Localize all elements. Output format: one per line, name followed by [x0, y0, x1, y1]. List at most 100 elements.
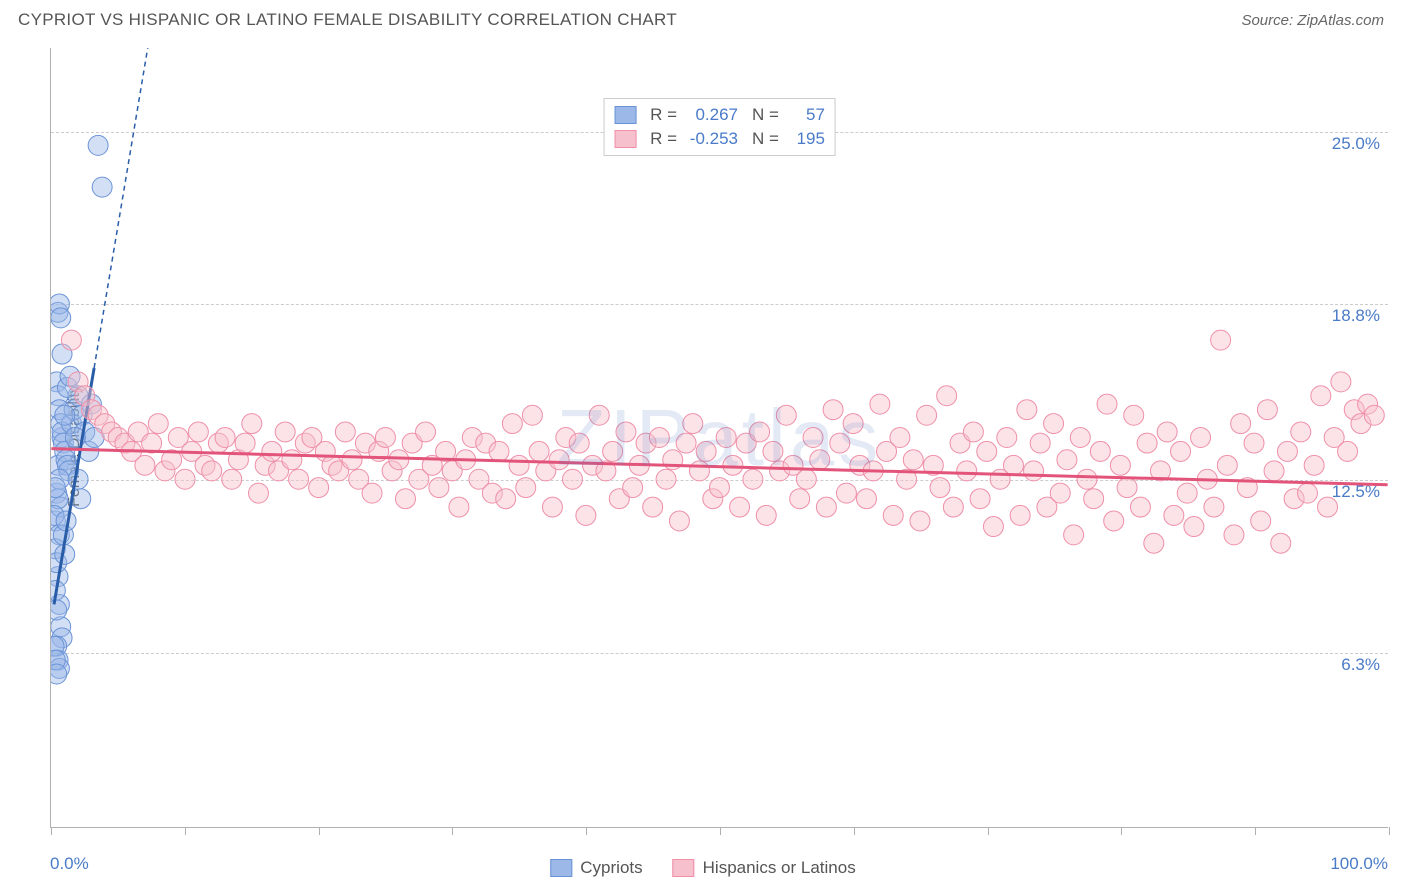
- data-point: [1338, 441, 1358, 461]
- data-point: [970, 489, 990, 509]
- data-point: [1077, 469, 1097, 489]
- chart-header: CYPRIOT VS HISPANIC OR LATINO FEMALE DIS…: [0, 0, 1406, 34]
- data-point: [1204, 497, 1224, 517]
- data-point: [1064, 525, 1084, 545]
- data-point: [1364, 405, 1384, 425]
- data-point: [175, 469, 195, 489]
- data-point: [1057, 450, 1077, 470]
- data-point: [1297, 483, 1317, 503]
- data-point: [669, 511, 689, 531]
- data-point: [1144, 533, 1164, 553]
- trend-line-extension: [94, 48, 185, 368]
- correlation-legend: R = 0.267 N = 57 R = -0.253 N = 195: [603, 98, 836, 156]
- legend-series-item: Cypriots: [550, 858, 642, 878]
- data-point: [603, 441, 623, 461]
- data-point: [522, 405, 542, 425]
- legend-r-label: R =: [650, 105, 677, 125]
- data-point: [1157, 422, 1177, 442]
- data-point: [1110, 455, 1130, 475]
- data-point: [830, 433, 850, 453]
- data-point: [289, 469, 309, 489]
- legend-swatch: [614, 106, 636, 124]
- data-point: [963, 422, 983, 442]
- data-point: [68, 469, 88, 489]
- data-point: [616, 422, 636, 442]
- data-point: [623, 478, 643, 498]
- data-point: [843, 414, 863, 434]
- data-point: [92, 177, 112, 197]
- data-point: [395, 489, 415, 509]
- data-point: [1104, 511, 1124, 531]
- data-point: [489, 441, 509, 461]
- data-point: [1050, 483, 1070, 503]
- data-point: [542, 497, 562, 517]
- legend-r-label: R =: [650, 129, 677, 149]
- data-point: [1191, 428, 1211, 448]
- data-point: [1084, 489, 1104, 509]
- data-point: [576, 505, 596, 525]
- data-point: [870, 394, 890, 414]
- data-point: [1184, 517, 1204, 537]
- data-point: [1024, 461, 1044, 481]
- data-point: [696, 441, 716, 461]
- legend-swatch: [673, 859, 695, 877]
- legend-series-name: Hispanics or Latinos: [703, 858, 856, 878]
- legend-stat-row: R = -0.253 N = 195: [614, 127, 825, 151]
- data-point: [215, 428, 235, 448]
- data-point: [202, 461, 222, 481]
- x-tick: [452, 827, 453, 835]
- data-point: [1331, 372, 1351, 392]
- data-point: [910, 511, 930, 531]
- data-point: [222, 469, 242, 489]
- data-point: [803, 428, 823, 448]
- data-point: [1030, 433, 1050, 453]
- legend-swatch: [550, 859, 572, 877]
- data-point: [823, 400, 843, 420]
- data-point: [1003, 455, 1023, 475]
- data-point: [750, 422, 770, 442]
- data-point: [88, 135, 108, 155]
- data-point: [589, 405, 609, 425]
- data-point: [743, 469, 763, 489]
- data-point: [710, 478, 730, 498]
- data-point: [716, 428, 736, 448]
- data-point: [188, 422, 208, 442]
- data-point: [449, 497, 469, 517]
- data-point: [796, 469, 816, 489]
- legend-series-item: Hispanics or Latinos: [673, 858, 856, 878]
- data-point: [1217, 455, 1237, 475]
- data-point: [1231, 414, 1251, 434]
- data-point: [763, 441, 783, 461]
- x-tick: [1389, 827, 1390, 835]
- data-point: [61, 330, 81, 350]
- data-point: [957, 461, 977, 481]
- legend-r-value: -0.253: [683, 129, 738, 149]
- data-point: [1070, 428, 1090, 448]
- chart-title: CYPRIOT VS HISPANIC OR LATINO FEMALE DIS…: [18, 10, 677, 30]
- chart-source: Source: ZipAtlas.com: [1241, 12, 1384, 29]
- data-point: [242, 414, 262, 434]
- data-point: [1130, 497, 1150, 517]
- legend-n-label: N =: [752, 129, 779, 149]
- data-point: [496, 489, 516, 509]
- data-point: [335, 422, 355, 442]
- data-point: [309, 478, 329, 498]
- data-point: [997, 428, 1017, 448]
- data-point: [248, 483, 268, 503]
- data-point: [569, 433, 589, 453]
- data-point: [937, 386, 957, 406]
- data-point: [1090, 441, 1110, 461]
- data-point: [1244, 433, 1264, 453]
- data-point: [235, 433, 255, 453]
- data-point: [375, 428, 395, 448]
- data-point: [689, 461, 709, 481]
- x-axis-max-label: 100.0%: [1330, 854, 1388, 874]
- data-point: [890, 428, 910, 448]
- data-point: [148, 414, 168, 434]
- data-point: [756, 505, 776, 525]
- data-point: [656, 469, 676, 489]
- data-point: [549, 450, 569, 470]
- series-legend: Cypriots Hispanics or Latinos: [550, 858, 855, 878]
- legend-n-label: N =: [752, 105, 779, 125]
- data-point: [676, 433, 696, 453]
